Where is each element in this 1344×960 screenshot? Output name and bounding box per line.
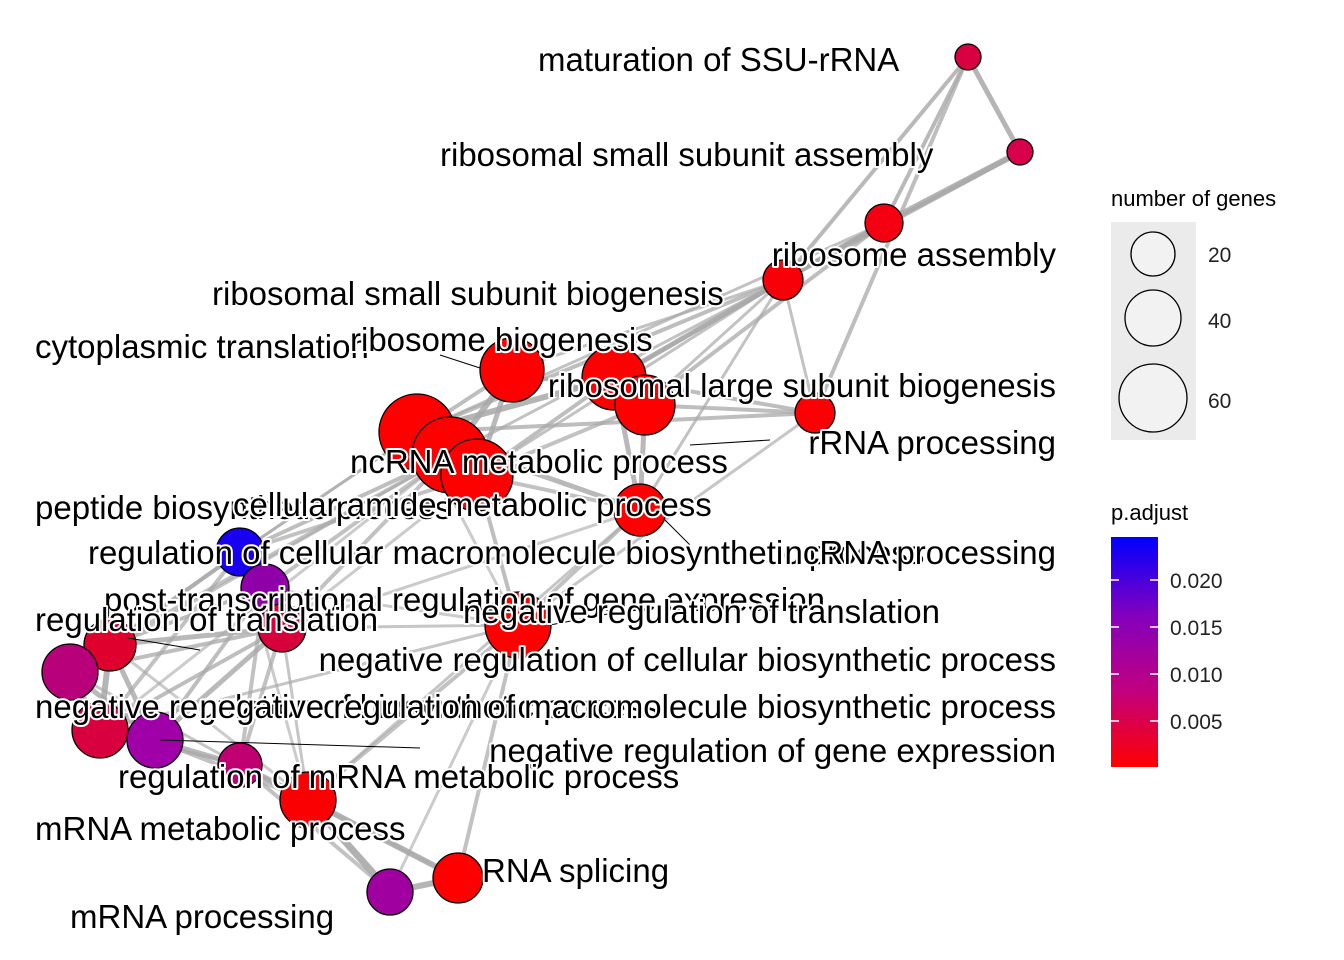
- node-label: cellular amide metabolic process: [233, 486, 712, 523]
- size-legend-title: number of genes: [1111, 186, 1276, 211]
- node-amide-metabolic: [440, 438, 514, 512]
- size-legend-circle-medium: [1124, 289, 1182, 347]
- edge: [965, 54, 1023, 155]
- node-neg-gene-expr: [126, 711, 184, 769]
- edge: [781, 55, 970, 282]
- edge: [107, 625, 285, 648]
- node-label: maturation of SSU-rRNA: [538, 41, 899, 78]
- node-ssu-rrna: [954, 43, 982, 71]
- node-reg-mrna: [217, 742, 263, 788]
- color-legend-gradient: [1111, 537, 1158, 767]
- label-leader-line: [689, 439, 771, 446]
- node-label: ribosomal large subunit biogenesis: [548, 367, 1056, 404]
- node-label: ncRNA processing: [785, 534, 1056, 571]
- node-label: negative regulation of biosynthetic proc…: [35, 688, 659, 725]
- node-label: regulation of cellular macromolecule bio…: [88, 534, 924, 571]
- label-leader-line: [439, 354, 481, 369]
- node-label: rRNA processing: [808, 424, 1056, 461]
- color-legend-label: 0.010: [1170, 664, 1223, 687]
- node-cytoplasmic-translation: [479, 337, 545, 403]
- edge: [263, 586, 520, 627]
- color-legend-title: p.adjust: [1111, 500, 1188, 525]
- node-label: post-transcriptional regulation of gene …: [104, 581, 825, 618]
- node-label: negative regulation of gene expression: [489, 732, 1056, 769]
- edge: [280, 626, 310, 802]
- color-legend-label: 0.015: [1170, 617, 1223, 640]
- edge: [280, 453, 452, 630]
- edge: [643, 221, 886, 407]
- label-leader-layer: [127, 354, 771, 749]
- color-legend-ticks: [1111, 579, 1158, 722]
- node-neg-macromol-bio: [71, 701, 129, 759]
- edge: [280, 623, 520, 630]
- node-label: ribosome biogenesis: [350, 321, 653, 358]
- node-label: regulation of translation: [35, 601, 378, 638]
- node-small-assembly: [1006, 138, 1034, 166]
- color-legend-label: 0.020: [1170, 570, 1223, 593]
- node-mrna-metabolic: [279, 771, 337, 829]
- node-label: regulation of mRNA metabolic process: [118, 758, 679, 795]
- label-layer: maturation of SSU-rRNA ribosomal small su…: [33, 39, 1058, 937]
- node-large-biogenesis: [614, 374, 676, 436]
- edge: [238, 763, 392, 894]
- node-mrna-processing: [366, 868, 414, 916]
- label-leader-line: [159, 739, 421, 749]
- node-rrna-processing: [794, 392, 836, 434]
- node-ncrna-processing: [613, 483, 667, 537]
- label-leader-line: [664, 519, 691, 546]
- node-label: ncRNA metabolic process: [350, 443, 728, 480]
- edge: [306, 623, 520, 802]
- edge: [108, 586, 267, 647]
- label-leader-line: [127, 637, 201, 651]
- node-label: peptide biosynthetic process: [35, 489, 451, 526]
- edge: [98, 623, 520, 732]
- node-layer: [41, 43, 1034, 916]
- node-neg-bio: [41, 643, 99, 701]
- node-label: negative regulation of translation: [463, 593, 940, 630]
- node-rna-splicing: [432, 852, 484, 904]
- edge: [108, 643, 310, 802]
- node-macromol-bio: [215, 527, 265, 577]
- label-leader-line: [549, 605, 651, 626]
- size-legend-label: 60: [1208, 390, 1231, 413]
- color-legend-label: 0.005: [1170, 711, 1223, 734]
- size-legend-label: 40: [1208, 310, 1231, 333]
- node-ribosome-assembly: [864, 203, 904, 243]
- node-label: mRNA processing: [70, 898, 334, 935]
- edge: [280, 473, 479, 630]
- edge: [415, 411, 817, 434]
- node-small-biogenesis: [762, 259, 804, 301]
- size-legend-circle-large: [1118, 363, 1188, 433]
- edge: [510, 278, 785, 372]
- node-label: ribosome assembly: [772, 236, 1057, 273]
- node-label: negative regulation of macromolecule bio…: [199, 688, 1056, 725]
- node-label: cytoplasmic translation: [35, 328, 369, 365]
- edge: [280, 508, 642, 630]
- edge: [456, 623, 520, 880]
- node-label: mRNA metabolic process: [35, 810, 405, 847]
- node-label: negative regulation of cellular biosynth…: [319, 641, 1056, 678]
- node-neg-cell-bio: [83, 618, 137, 672]
- edge: [643, 278, 785, 407]
- legend: number of genes 20 40 60 p.adjust 0.020 …: [1111, 186, 1276, 767]
- node-label: RNA splicing: [482, 852, 669, 889]
- node-label: ribosomal small subunit assembly: [440, 136, 934, 173]
- edge: [516, 411, 817, 627]
- edge: [781, 278, 817, 415]
- edge: [98, 626, 284, 732]
- edge: [388, 623, 520, 894]
- node-label: ribosomal small subunit biogenesis: [212, 275, 724, 312]
- size-legend-label: 20: [1208, 244, 1231, 267]
- size-legend-circle-small: [1130, 231, 1176, 277]
- node-reg-translation: [257, 603, 307, 653]
